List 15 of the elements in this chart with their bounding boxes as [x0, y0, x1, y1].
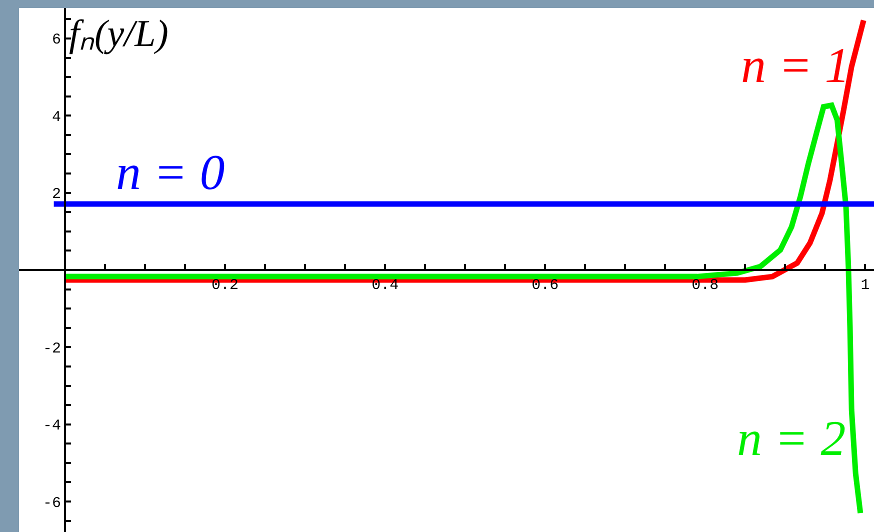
- y-tick-label: -2: [42, 340, 62, 358]
- series-label: n = 2: [737, 410, 846, 466]
- series-label: n = 0: [116, 144, 225, 200]
- y-tick-label: -6: [42, 494, 62, 512]
- x-tick-label: 1: [860, 277, 870, 294]
- x-tick-label: 0.8: [692, 277, 719, 294]
- y-tick-label: -4: [42, 418, 62, 435]
- x-tick-label: 0.6: [532, 277, 559, 294]
- y-tick-label: 6: [52, 32, 62, 49]
- x-tick-label: 0.4: [372, 277, 399, 294]
- y-tick-label: 4: [52, 108, 62, 126]
- y-tick-label: 2: [52, 186, 62, 204]
- y-axis-title: fₙ(y/L): [69, 13, 168, 55]
- series-label: n = 1: [741, 37, 850, 93]
- x-tick-label: 0.2: [212, 277, 239, 294]
